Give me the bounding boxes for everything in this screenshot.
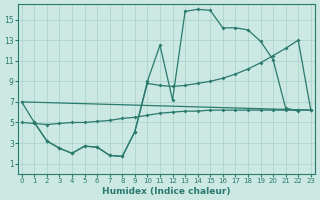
X-axis label: Humidex (Indice chaleur): Humidex (Indice chaleur) (102, 187, 230, 196)
